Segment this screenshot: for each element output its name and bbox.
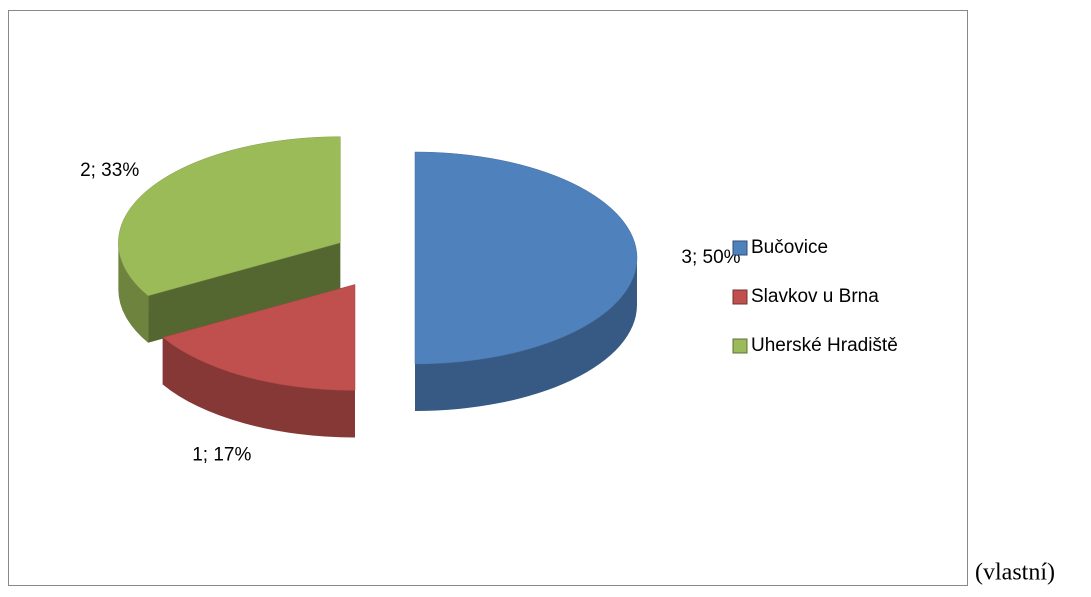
legend-swatch <box>732 240 748 256</box>
caption: (vlastní) <box>975 560 1055 586</box>
slice-wall <box>415 258 637 411</box>
slice-side <box>148 242 341 343</box>
data-label: 1; 17% <box>192 444 251 465</box>
slice <box>118 136 341 296</box>
legend-label: Uherské Hradiště <box>751 335 898 356</box>
legend-swatch <box>732 289 748 305</box>
legend-label: Slavkov u Brna <box>751 286 879 307</box>
legend-swatch <box>732 338 748 354</box>
slice-wall <box>118 242 149 343</box>
slice <box>414 151 638 365</box>
data-label: 3; 50% <box>681 247 740 268</box>
legend-label: Bučovice <box>751 237 828 258</box>
slice-wall <box>162 337 355 438</box>
data-label: 2; 33% <box>80 160 139 181</box>
slice <box>162 284 356 391</box>
